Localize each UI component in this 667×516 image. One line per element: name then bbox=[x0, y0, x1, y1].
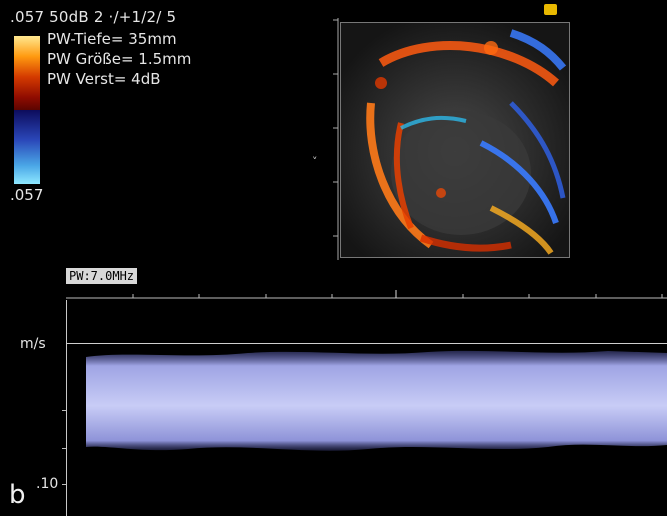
velocity-baseline bbox=[66, 343, 667, 344]
pw-depth-label: PW-Tiefe= 35mm bbox=[47, 30, 177, 48]
pw-frequency-label: PW:7.0MHz bbox=[66, 268, 138, 284]
focus-marker-icon: ˅ bbox=[312, 155, 318, 168]
pw-size-label: PW Größe= 1.5mm bbox=[47, 50, 192, 68]
cursor-marker-icon bbox=[544, 4, 557, 15]
color-scale-bottom-value: .057 bbox=[10, 186, 44, 204]
velocity-scale-value: .10 bbox=[36, 476, 59, 492]
velocity-tick bbox=[62, 448, 66, 449]
depth-scale bbox=[333, 18, 339, 260]
color-map-negative-bar bbox=[14, 110, 40, 184]
velocity-axis bbox=[66, 300, 67, 516]
doppler-image-drawing bbox=[341, 23, 569, 257]
color-doppler-image bbox=[340, 22, 570, 258]
velocity-tick bbox=[62, 410, 66, 411]
velocity-tick bbox=[62, 484, 66, 485]
pw-gain-label: PW Verst= 4dB bbox=[47, 70, 161, 88]
time-scale bbox=[66, 290, 667, 299]
panel-letter: b bbox=[9, 480, 26, 510]
pw-spectrum-waveform bbox=[86, 350, 667, 451]
velocity-scale-readout: .057 50dB 2 ·/+1/2/ 5 bbox=[10, 8, 177, 26]
doppler-readout: .057 50dB 2 ·/+1/2/ 5 PW-Tiefe= 35mm PW … bbox=[10, 8, 240, 118]
color-map-positive-bar bbox=[14, 36, 40, 118]
velocity-unit-label: m/s bbox=[20, 336, 46, 352]
